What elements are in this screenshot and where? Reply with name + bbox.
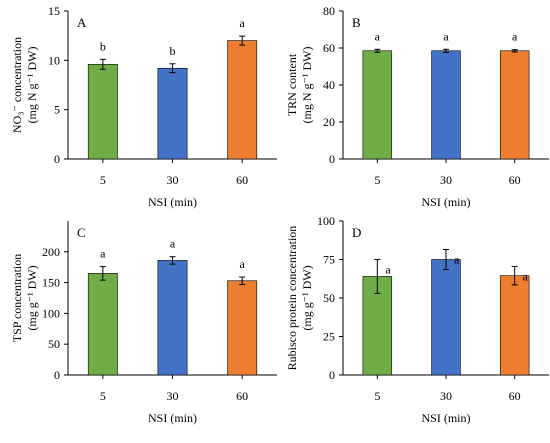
bar-5 [362,50,393,160]
y-axis-unit: (mg N g⁻¹ DW) [25,47,39,124]
y-axis-title: TSP concentration [10,254,24,343]
y-tick-label: 50 [48,337,60,351]
bar-5 [87,63,118,160]
bar-60 [499,50,530,160]
y-tick-label: 200 [42,245,60,259]
significance-letter: a [443,29,449,43]
significance-letter: a [170,237,176,251]
y-tick-label: 10 [48,53,60,67]
bar-30 [157,260,188,376]
y-tick-label: 20 [323,115,335,129]
panel-letter: D [352,225,361,240]
y-tick-label: 0 [329,368,335,382]
x-axis-title: NSI (min) [148,411,197,425]
x-tick-label: 5 [100,173,106,187]
y-tick-label: 25 [323,330,335,344]
x-tick-label: 60 [509,173,521,187]
x-axis-title: NSI (min) [422,411,471,425]
bar-60 [227,280,258,376]
panel-letter: B [352,15,361,30]
y-axis-unit: (mg g⁻¹ DW) [25,265,39,330]
x-tick-label: 60 [509,389,521,403]
x-tick-label: 30 [167,389,179,403]
significance-letter: a [100,247,106,261]
y-axis-unit: (mg g⁻¹ DW) [300,265,314,330]
y-tick-label: 60 [323,41,335,55]
x-tick-label: 60 [236,389,248,403]
y-tick-label: 15 [48,4,60,18]
y-tick-label: 0 [329,152,335,166]
y-tick-label: 50 [323,291,335,305]
significance-letter: a [240,257,246,271]
significance-letter: b [170,44,176,58]
significance-letter: a [512,30,518,44]
y-tick-label: 40 [323,78,335,92]
significance-letter: a [375,29,381,43]
bar-30 [431,50,461,160]
bar-60 [227,40,258,160]
y-tick-label: 75 [323,253,335,267]
y-tick-label: 100 [42,306,60,320]
panel-a: 0 5 10 15 5 b 30 b 60 a A NSI (min) NO₃⁻ concentrati… [10,4,277,209]
x-axis-title: NSI (min) [148,195,197,209]
x-tick-label: 60 [236,173,248,187]
y-tick-label: 0 [54,368,60,382]
x-axis-title: NSI (min) [422,195,471,209]
x-tick-label: 5 [374,389,380,403]
y-axis-unit: (mg N g⁻¹ DW) [300,47,314,124]
y-tick-label: 80 [323,4,335,18]
y-axis-title: TRN content [285,53,299,116]
significance-letter: a [454,252,460,266]
y-tick-label: 0 [54,152,60,166]
y-axis-title: Rubisco protein concentration [285,226,299,371]
y-tick-label: 150 [42,276,60,290]
x-tick-label: 5 [374,173,380,187]
bar-5 [87,273,118,376]
bar-30 [431,259,461,376]
x-tick-label: 30 [167,173,179,187]
y-tick-label: 100 [317,214,335,228]
y-axis-title: NO₃⁻ concentration [10,37,24,133]
bar-30 [157,67,188,160]
x-tick-label: 30 [440,173,452,187]
x-tick-label: 5 [100,389,106,403]
significance-letter: a [523,269,529,283]
significance-letter: b [100,39,106,53]
y-tick-label: 5 [54,103,60,117]
significance-letter: a [240,16,246,30]
panel-letter: A [77,15,87,30]
bar-60 [499,275,530,376]
significance-letter: a [385,263,391,277]
panel-d: 0 25 50 75 100 5 a 30 a 60 a D NSI (min) Rubisco prot… [285,214,549,425]
panel-letter: C [77,225,86,240]
x-tick-label: 30 [440,389,452,403]
